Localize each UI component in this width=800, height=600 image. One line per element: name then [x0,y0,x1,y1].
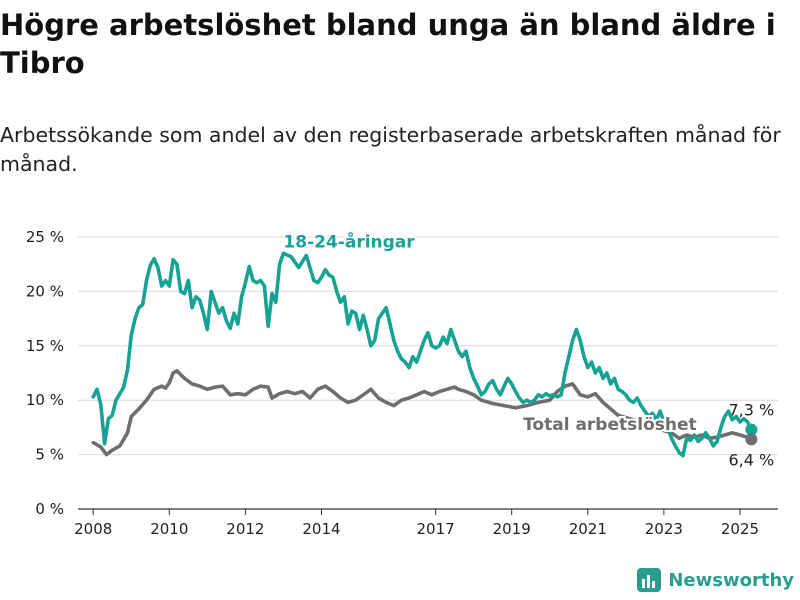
y-tick-label: 25 % [26,228,64,246]
series-annotation-total: Total arbetslöshet [523,415,697,435]
y-tick-label: 5 % [35,446,64,464]
end-label-youth: 7,3 % [729,401,775,420]
series-line-youth [91,251,754,458]
x-tick-label: 2025 [721,520,759,538]
brand-name: Newsworthy [668,569,794,591]
x-tick-label: 2010 [150,520,188,538]
y-tick-label: 20 % [26,282,64,300]
x-tick-label: 2019 [493,520,531,538]
x-tick-label: 2012 [226,520,264,538]
x-tick-label: 2014 [302,520,340,538]
x-tick-label: 2021 [569,520,607,538]
x-tick-label: 2023 [645,520,683,538]
y-tick-label: 15 % [26,337,64,355]
series-line-total [91,369,754,457]
x-axis: 2008 2010 2012 2014 2017 2019 2021 2023 2025 [74,509,759,538]
series-labels: 7,3 % 6,4 % 18-24-åringar Total arbetslöshe… [281,228,775,469]
y-tick-label: 0 % [35,500,64,518]
series-annotation-youth: 18-24-åringar [283,230,415,252]
newsworthy-logo-icon [637,568,662,592]
chart-subtitle: Arbetssökande som andel av den registerb… [0,123,781,176]
end-label-total: 6,4 % [729,450,775,469]
series-lines [91,251,754,458]
brand-logo: Newsworthy [636,566,794,594]
grid-lines: 0 % 5 % 10 % 15 % 20 % 25 % [26,228,778,518]
x-tick-label: 2008 [74,520,112,538]
chart-title: Högre arbetslöshet bland unga än bland ä… [0,8,776,80]
x-tick-label: 2017 [417,520,455,538]
y-tick-label: 10 % [26,391,64,409]
end-point-youth [745,423,758,436]
end-point-total [745,433,758,446]
